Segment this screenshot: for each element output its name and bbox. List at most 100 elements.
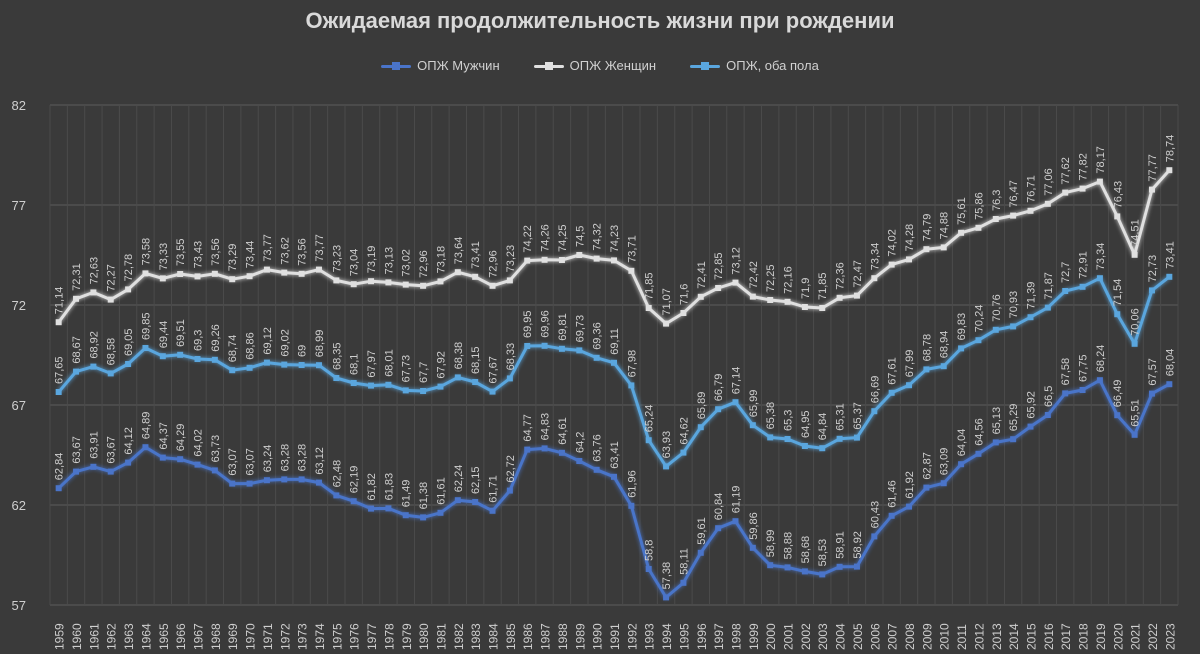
legend-item-both[interactable]: ОПЖ, оба пола <box>690 58 819 73</box>
data-label-both: 71,87 <box>1043 272 1055 300</box>
data-label-men: 63,28 <box>297 444 309 472</box>
data-point-both <box>593 354 600 361</box>
data-label-women: 73,55 <box>175 238 187 266</box>
data-point-both <box>749 422 756 429</box>
data-point-men <box>1131 431 1138 438</box>
data-point-both <box>871 408 878 415</box>
x-tick-label: 1984 <box>487 623 501 650</box>
data-label-women: 71,85 <box>644 272 656 300</box>
data-label-women: 73,23 <box>505 245 517 273</box>
data-label-women: 71,9 <box>800 278 812 299</box>
data-label-women: 75,61 <box>956 197 968 225</box>
data-label-both: 69,12 <box>262 327 274 355</box>
data-label-women: 71,14 <box>54 287 66 315</box>
data-label-men: 66,49 <box>1112 380 1124 408</box>
x-tick-label: 1981 <box>434 623 448 650</box>
data-label-both: 65,37 <box>852 402 864 430</box>
x-tick-label: 1969 <box>226 623 240 650</box>
x-tick-label: 2007 <box>886 623 900 650</box>
data-point-men <box>992 439 999 446</box>
data-label-women: 73,41 <box>470 241 482 269</box>
data-point-women <box>385 279 392 286</box>
legend-item-women[interactable]: ОПЖ Женщин <box>533 58 656 73</box>
data-point-men <box>506 487 513 494</box>
x-tick-label: 1999 <box>747 623 761 650</box>
data-label-both: 68,67 <box>71 336 83 364</box>
data-label-men: 64,83 <box>540 413 552 441</box>
data-point-men <box>90 463 97 470</box>
data-label-both: 72,7 <box>1060 262 1072 283</box>
data-label-women: 72,16 <box>783 266 795 294</box>
data-point-women <box>923 246 930 253</box>
data-point-men <box>55 485 62 492</box>
data-label-women: 73,56 <box>297 238 309 266</box>
data-point-both <box>1096 275 1103 282</box>
data-label-both: 69,73 <box>574 315 586 343</box>
data-point-both <box>524 343 531 349</box>
data-point-women <box>593 255 600 262</box>
data-point-women <box>1166 167 1173 174</box>
data-label-both: 71,39 <box>1025 282 1037 310</box>
data-point-men <box>732 518 739 525</box>
legend-item-men[interactable]: ОПЖ Мужчин <box>381 58 500 73</box>
data-point-women <box>194 273 201 280</box>
data-label-both: 70,93 <box>1008 291 1020 319</box>
data-point-men <box>593 466 600 473</box>
data-point-both <box>246 364 253 371</box>
data-point-both <box>437 383 444 390</box>
data-label-women: 74,26 <box>540 224 552 252</box>
data-label-both: 65,89 <box>696 392 708 420</box>
data-label-both: 68,15 <box>470 346 482 374</box>
data-point-both <box>385 381 392 388</box>
legend-swatch-men <box>381 60 412 72</box>
data-label-women: 72,36 <box>835 262 847 290</box>
data-label-both: 69,83 <box>956 313 968 341</box>
data-point-both <box>229 367 236 374</box>
data-point-men <box>940 480 947 487</box>
data-label-women: 71,07 <box>661 288 673 316</box>
data-label-both: 67,97 <box>366 350 378 378</box>
data-point-women <box>576 252 583 258</box>
x-tick-label: 1967 <box>192 623 206 650</box>
data-label-both: 65,31 <box>835 403 847 431</box>
data-point-men <box>611 473 617 480</box>
data-point-both <box>506 375 513 382</box>
data-label-women: 73,04 <box>349 249 361 277</box>
y-tick-label: 62 <box>12 498 26 513</box>
data-label-men: 61,49 <box>401 480 413 508</box>
data-point-both <box>420 388 427 394</box>
data-point-both <box>784 436 791 442</box>
data-label-men: 60,43 <box>869 501 881 529</box>
data-point-both <box>1010 323 1017 330</box>
data-point-men <box>454 497 461 504</box>
x-tick-label: 1979 <box>400 623 414 650</box>
data-label-women: 76,47 <box>1008 180 1020 208</box>
x-tick-label: 2015 <box>1024 623 1038 650</box>
data-point-both <box>715 406 722 413</box>
data-label-men: 58,8 <box>644 540 656 561</box>
data-point-both <box>107 370 114 377</box>
data-point-women <box>229 276 236 283</box>
legend-swatch-women <box>533 60 564 72</box>
data-label-women: 72,31 <box>71 263 83 291</box>
data-label-women: 72,96 <box>418 250 430 278</box>
data-point-men <box>628 502 635 509</box>
x-tick-label: 1982 <box>452 623 466 650</box>
x-tick-label: 2014 <box>1007 623 1021 650</box>
data-label-men: 65,51 <box>1130 399 1142 427</box>
data-point-women <box>1044 200 1051 207</box>
data-point-both <box>177 351 184 358</box>
data-point-both <box>958 345 965 352</box>
data-point-both <box>853 434 860 441</box>
data-label-women: 74,79 <box>921 214 933 242</box>
data-label-women: 74,32 <box>592 223 604 251</box>
data-labels: 62,84 63,67 63,91 63,67 64,12 64,89 64,37 64,29… <box>54 135 1177 590</box>
data-point-women <box>558 257 565 263</box>
data-point-women <box>853 292 860 299</box>
data-point-both <box>489 388 496 395</box>
data-label-both: 69,95 <box>522 310 534 338</box>
data-label-men: 62,72 <box>505 455 517 483</box>
data-label-men: 63,28 <box>279 444 291 472</box>
data-label-women: 73,34 <box>869 243 881 271</box>
